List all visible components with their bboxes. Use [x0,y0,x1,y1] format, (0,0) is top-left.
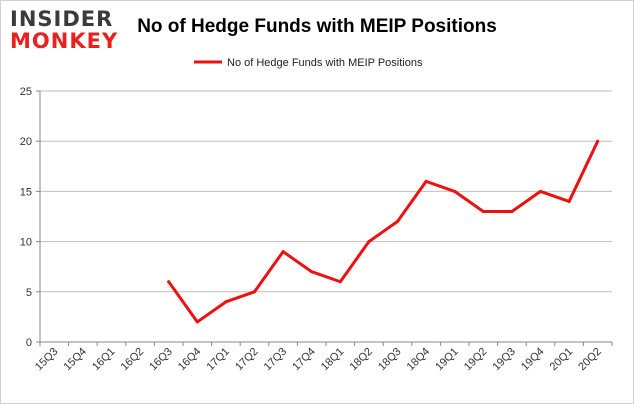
data-point [568,200,571,203]
data-point [482,210,485,213]
chart-frame: INSIDER MONKEY No of Hedge Funds with ME… [0,0,634,404]
logo-line-insider: INSIDER [10,7,113,31]
data-point [539,190,542,193]
data-point [596,140,599,143]
chart-title: No of Hedge Funds with MEIP Positions [137,16,497,37]
data-point [425,180,428,183]
data-point [510,210,513,213]
y-tick-label: 15 [20,186,32,198]
legend: No of Hedge Funds with MEIP Positions [194,57,423,69]
data-point [196,320,199,323]
data-point [367,240,370,243]
data-point [453,190,456,193]
y-tick-label: 5 [26,287,32,299]
data-point [396,220,399,223]
y-tick-label: 0 [26,337,32,349]
data-point [310,270,313,273]
y-tick-label: 25 [20,86,32,98]
data-point [253,290,256,293]
data-point [224,300,227,303]
data-point [339,280,342,283]
y-tick-label: 10 [20,237,32,249]
insider-monkey-logo: INSIDER MONKEY [10,7,118,53]
data-point [167,280,170,283]
logo-line-monkey: MONKEY [10,29,118,53]
data-point [282,250,285,253]
legend-label: No of Hedge Funds with MEIP Positions [227,57,423,69]
y-tick-label: 20 [20,136,32,148]
